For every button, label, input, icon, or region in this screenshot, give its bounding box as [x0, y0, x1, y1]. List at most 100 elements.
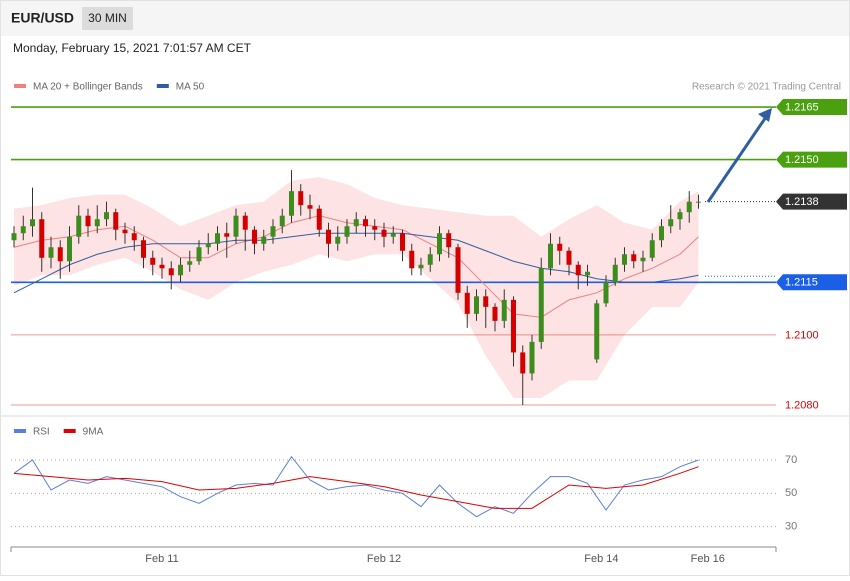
- candle-body: [353, 219, 359, 227]
- candle-body: [196, 247, 202, 262]
- candle-body: [510, 299, 516, 353]
- candle-body: [473, 296, 479, 314]
- candle-body: [566, 250, 572, 265]
- x-tick-label: Feb 14: [584, 553, 618, 565]
- candle-body: [325, 229, 331, 244]
- candle-body: [427, 254, 433, 265]
- candle-body: [85, 215, 91, 227]
- candle-body: [362, 219, 368, 227]
- candle-body: [520, 352, 526, 374]
- candle-body: [316, 208, 322, 230]
- candle-body: [547, 243, 553, 269]
- y-tick-label: 50: [785, 487, 797, 499]
- level-tag: [776, 193, 847, 210]
- candle-body: [48, 247, 54, 258]
- interval-box[interactable]: [82, 7, 133, 30]
- level-label: 1.2150: [785, 154, 819, 166]
- candle-body: [251, 229, 257, 244]
- level-label: 1.2100: [785, 329, 819, 341]
- symbol: EUR/USD: [11, 10, 74, 26]
- candle-body: [335, 236, 341, 244]
- candle-body: [538, 268, 544, 342]
- series-line: [13, 466, 699, 509]
- candle-body: [631, 254, 637, 262]
- candle-body: [104, 212, 110, 220]
- legend-label: RSI: [33, 427, 50, 438]
- candle-body: [122, 229, 128, 234]
- candle-body: [381, 229, 387, 237]
- candle-body: [76, 215, 82, 237]
- y-tick-label: 30: [785, 521, 797, 533]
- candle-body: [30, 219, 36, 227]
- level-label: 1.2138: [785, 196, 819, 208]
- candle-body: [668, 219, 674, 227]
- legend-swatch: [63, 429, 76, 433]
- candle-body: [621, 254, 627, 265]
- candle-body: [141, 240, 147, 258]
- level-tag: [776, 99, 847, 116]
- candle-body: [242, 215, 248, 230]
- candle-body: [159, 264, 165, 269]
- x-tick-label: Feb 16: [691, 553, 725, 565]
- forecast-arrow-head: [758, 108, 772, 122]
- candle-body: [187, 261, 193, 265]
- price-pane: MA 20 + Bollinger Bands MA 50 1.2165 1.2150…: [11, 82, 847, 411]
- candle-body: [215, 233, 221, 244]
- candle-body: [483, 296, 489, 307]
- candle-body: [307, 205, 313, 209]
- candle-body: [205, 243, 211, 248]
- legend-swatch: [14, 429, 26, 433]
- candle-body: [584, 271, 590, 276]
- candle-body: [261, 236, 267, 244]
- candle-body: [399, 233, 405, 251]
- candle-body: [11, 233, 17, 241]
- candle-body: [288, 191, 294, 216]
- candle-body: [658, 226, 664, 241]
- candle-body: [94, 219, 100, 227]
- indicator-line: [13, 215, 699, 318]
- candle-body: [446, 233, 452, 248]
- candle-body: [372, 226, 378, 230]
- indicator-line: [13, 232, 699, 294]
- legend-label: MA 20 + Bollinger Bands: [33, 82, 143, 93]
- candle-body: [233, 215, 239, 237]
- rsi-pane: RSI 9MA 30 50 70 Feb 11 Feb 12 Feb 14 Feb 16: [11, 427, 797, 565]
- candle-body: [603, 282, 609, 304]
- candle-body: [270, 226, 276, 237]
- candle-body: [279, 215, 285, 227]
- candle-body: [501, 299, 507, 321]
- legend-label: 9MA: [83, 427, 104, 438]
- candle-body: [492, 306, 498, 321]
- bollinger-band: [14, 177, 699, 398]
- candle-body: [612, 264, 618, 283]
- level-label: 1.2165: [785, 101, 819, 113]
- x-tick-label: Feb 12: [367, 553, 401, 565]
- y-tick-label: 70: [785, 454, 797, 466]
- candle-body: [575, 264, 581, 276]
- level-tag: [776, 274, 847, 291]
- candle-body: [67, 236, 73, 262]
- candle-body: [39, 219, 45, 258]
- candle-body: [695, 201, 701, 203]
- legend-swatch: [156, 84, 169, 88]
- candle-body: [298, 191, 304, 206]
- credit: Research © 2021 Trading Central: [692, 82, 841, 93]
- level-tag: [776, 151, 847, 168]
- candle-body: [409, 250, 415, 269]
- candle-body: [344, 226, 350, 237]
- forecast-arrow: [706, 116, 768, 203]
- x-tick-label: Feb 11: [145, 553, 178, 565]
- interval[interactable]: 30 MIN: [88, 11, 127, 25]
- candle-body: [557, 243, 563, 251]
- legend-swatch: [14, 84, 26, 88]
- candle-body: [418, 264, 424, 269]
- candle-body: [57, 247, 63, 262]
- candle-body: [529, 341, 535, 374]
- candle-body: [224, 233, 230, 237]
- candle-body: [686, 201, 692, 213]
- series-line: [13, 455, 699, 518]
- legend-label: MA 50: [176, 82, 205, 93]
- level-label: 1.2080: [785, 399, 819, 411]
